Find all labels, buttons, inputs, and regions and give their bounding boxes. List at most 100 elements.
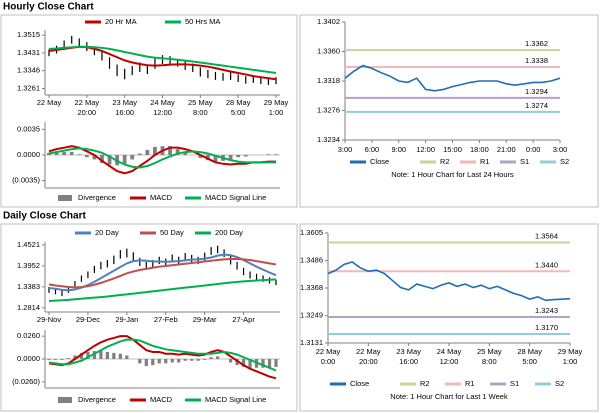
x-tick-label: 22 May xyxy=(75,98,100,107)
x-tick-label: 29-Mar xyxy=(193,315,217,324)
x-tick-label: 29 May xyxy=(558,347,583,356)
legend-label: S2 xyxy=(560,157,569,166)
x-tick-label: 0:00 xyxy=(321,357,336,366)
divergence-bar xyxy=(235,359,239,366)
divergence-bar xyxy=(177,359,181,363)
divergence-bar xyxy=(47,152,51,155)
x-tick-label: 27-Apr xyxy=(232,315,255,324)
divergence-bar xyxy=(125,355,129,359)
y-tick-label: 1.3515 xyxy=(17,30,40,39)
divergence-bar xyxy=(183,152,188,155)
divergence-bar xyxy=(79,352,84,359)
series-line xyxy=(48,147,276,169)
y-tick-label: 1.3318 xyxy=(317,76,340,85)
divergence-bar xyxy=(105,351,109,359)
x-tick-label: 12:00 xyxy=(153,108,172,117)
legend-label: Close xyxy=(350,379,369,388)
panel-frame xyxy=(0,14,298,208)
x-tick-label: 3:00 xyxy=(338,145,353,154)
x-tick-label: 20:00 xyxy=(359,357,378,366)
divergence-bar xyxy=(99,351,103,359)
x-tick-label: 23 May xyxy=(112,98,137,107)
y-tick-label: 1.3276 xyxy=(317,105,340,114)
x-tick-label: 27-Feb xyxy=(154,315,178,324)
legend-label: Divergence xyxy=(78,395,116,404)
y-tick-label: 1.3346 xyxy=(17,66,40,75)
x-tick-label: 1:00 xyxy=(269,108,284,117)
divergence-bar xyxy=(236,155,241,158)
divergence-bar xyxy=(84,155,89,158)
divergence-bar xyxy=(266,154,271,155)
y-tick-label: 0.0000 xyxy=(17,150,40,159)
x-tick-label: 21:00 xyxy=(497,145,516,154)
chart-note: Note: 1 Hour Chart for Last 1 Week xyxy=(390,392,508,401)
x-tick-label: 12:00 xyxy=(416,145,435,154)
panel-frame xyxy=(0,223,298,412)
x-tick-label: 18:00 xyxy=(470,145,489,154)
legend-label: 20 Hr MA xyxy=(105,17,137,26)
legend-label: R1 xyxy=(465,379,475,388)
x-tick-label: 28 May xyxy=(517,347,542,356)
y-tick-label: 1.3261 xyxy=(17,83,40,92)
divergence-bar xyxy=(164,359,168,364)
y-tick-label: 1.3131 xyxy=(300,338,323,347)
legend-label: 200 Day xyxy=(215,228,243,237)
x-tick-label: 22 May xyxy=(356,347,381,356)
legend-label: R1 xyxy=(480,157,490,166)
divergence-bar xyxy=(261,359,265,368)
section-title: Hourly Close Chart xyxy=(3,2,94,13)
series-line xyxy=(48,338,277,372)
level-label: 1.3362 xyxy=(525,39,548,48)
panel-frame xyxy=(299,223,599,412)
x-tick-label: 15:00 xyxy=(443,145,462,154)
legend-label: Divergence xyxy=(78,193,116,202)
panel-frame xyxy=(299,14,599,208)
y-tick-label: 0.0260 xyxy=(17,331,40,340)
divergence-bar xyxy=(151,359,155,366)
divergence-bar xyxy=(267,359,272,368)
level-label: 1.3338 xyxy=(525,56,548,65)
divergence-bar xyxy=(54,152,59,155)
x-tick-label: 9:00 xyxy=(391,145,406,154)
x-tick-label: 8:00 xyxy=(193,108,208,117)
y-tick-label: 1.3486 xyxy=(300,256,323,265)
level-label: 1.3170 xyxy=(535,323,558,332)
y-tick-label: 1.3368 xyxy=(300,283,323,292)
series-line xyxy=(344,64,561,92)
divergence-bar xyxy=(92,155,97,160)
level-label: 1.3440 xyxy=(535,260,558,269)
divergence-bar xyxy=(175,149,180,155)
level-label: 1.3294 xyxy=(525,87,548,96)
x-tick-label: 20:00 xyxy=(77,108,96,117)
level-label: 1.3564 xyxy=(535,231,558,240)
divergence-bar xyxy=(228,155,233,160)
legend-label: R2 xyxy=(420,379,430,388)
divergence-bar xyxy=(153,146,157,155)
legend-label: MACD xyxy=(150,193,173,202)
x-tick-label: 5:00 xyxy=(522,357,537,366)
x-tick-label: 1:00 xyxy=(563,357,578,366)
divergence-bar xyxy=(274,154,278,155)
legend-label: MACD xyxy=(150,395,173,404)
y-tick-label: 1.2814 xyxy=(17,303,40,312)
x-tick-label: 22 May xyxy=(316,347,341,356)
divergence-bar xyxy=(100,155,104,164)
divergence-bar xyxy=(122,155,127,164)
legend-label: Close xyxy=(370,157,389,166)
x-tick-label: 12:00 xyxy=(440,357,459,366)
divergence-bar xyxy=(190,359,194,361)
divergence-bar xyxy=(274,359,278,367)
legend-label: MACD Signal Line xyxy=(205,395,266,404)
divergence-bar xyxy=(92,351,97,359)
legend-label: S1 xyxy=(510,379,519,388)
divergence-bar xyxy=(213,155,218,162)
divergence-bar xyxy=(203,359,207,360)
divergence-bar xyxy=(157,359,161,364)
series-line xyxy=(327,261,571,302)
y-tick-label: (0.0260) xyxy=(12,377,40,386)
x-tick-label: 0:00 xyxy=(526,145,541,154)
divergence-bar xyxy=(107,155,112,165)
y-tick-label: 1.3605 xyxy=(300,228,323,237)
divergence-bar xyxy=(137,153,142,155)
x-tick-label: 29-Nov xyxy=(37,315,61,324)
